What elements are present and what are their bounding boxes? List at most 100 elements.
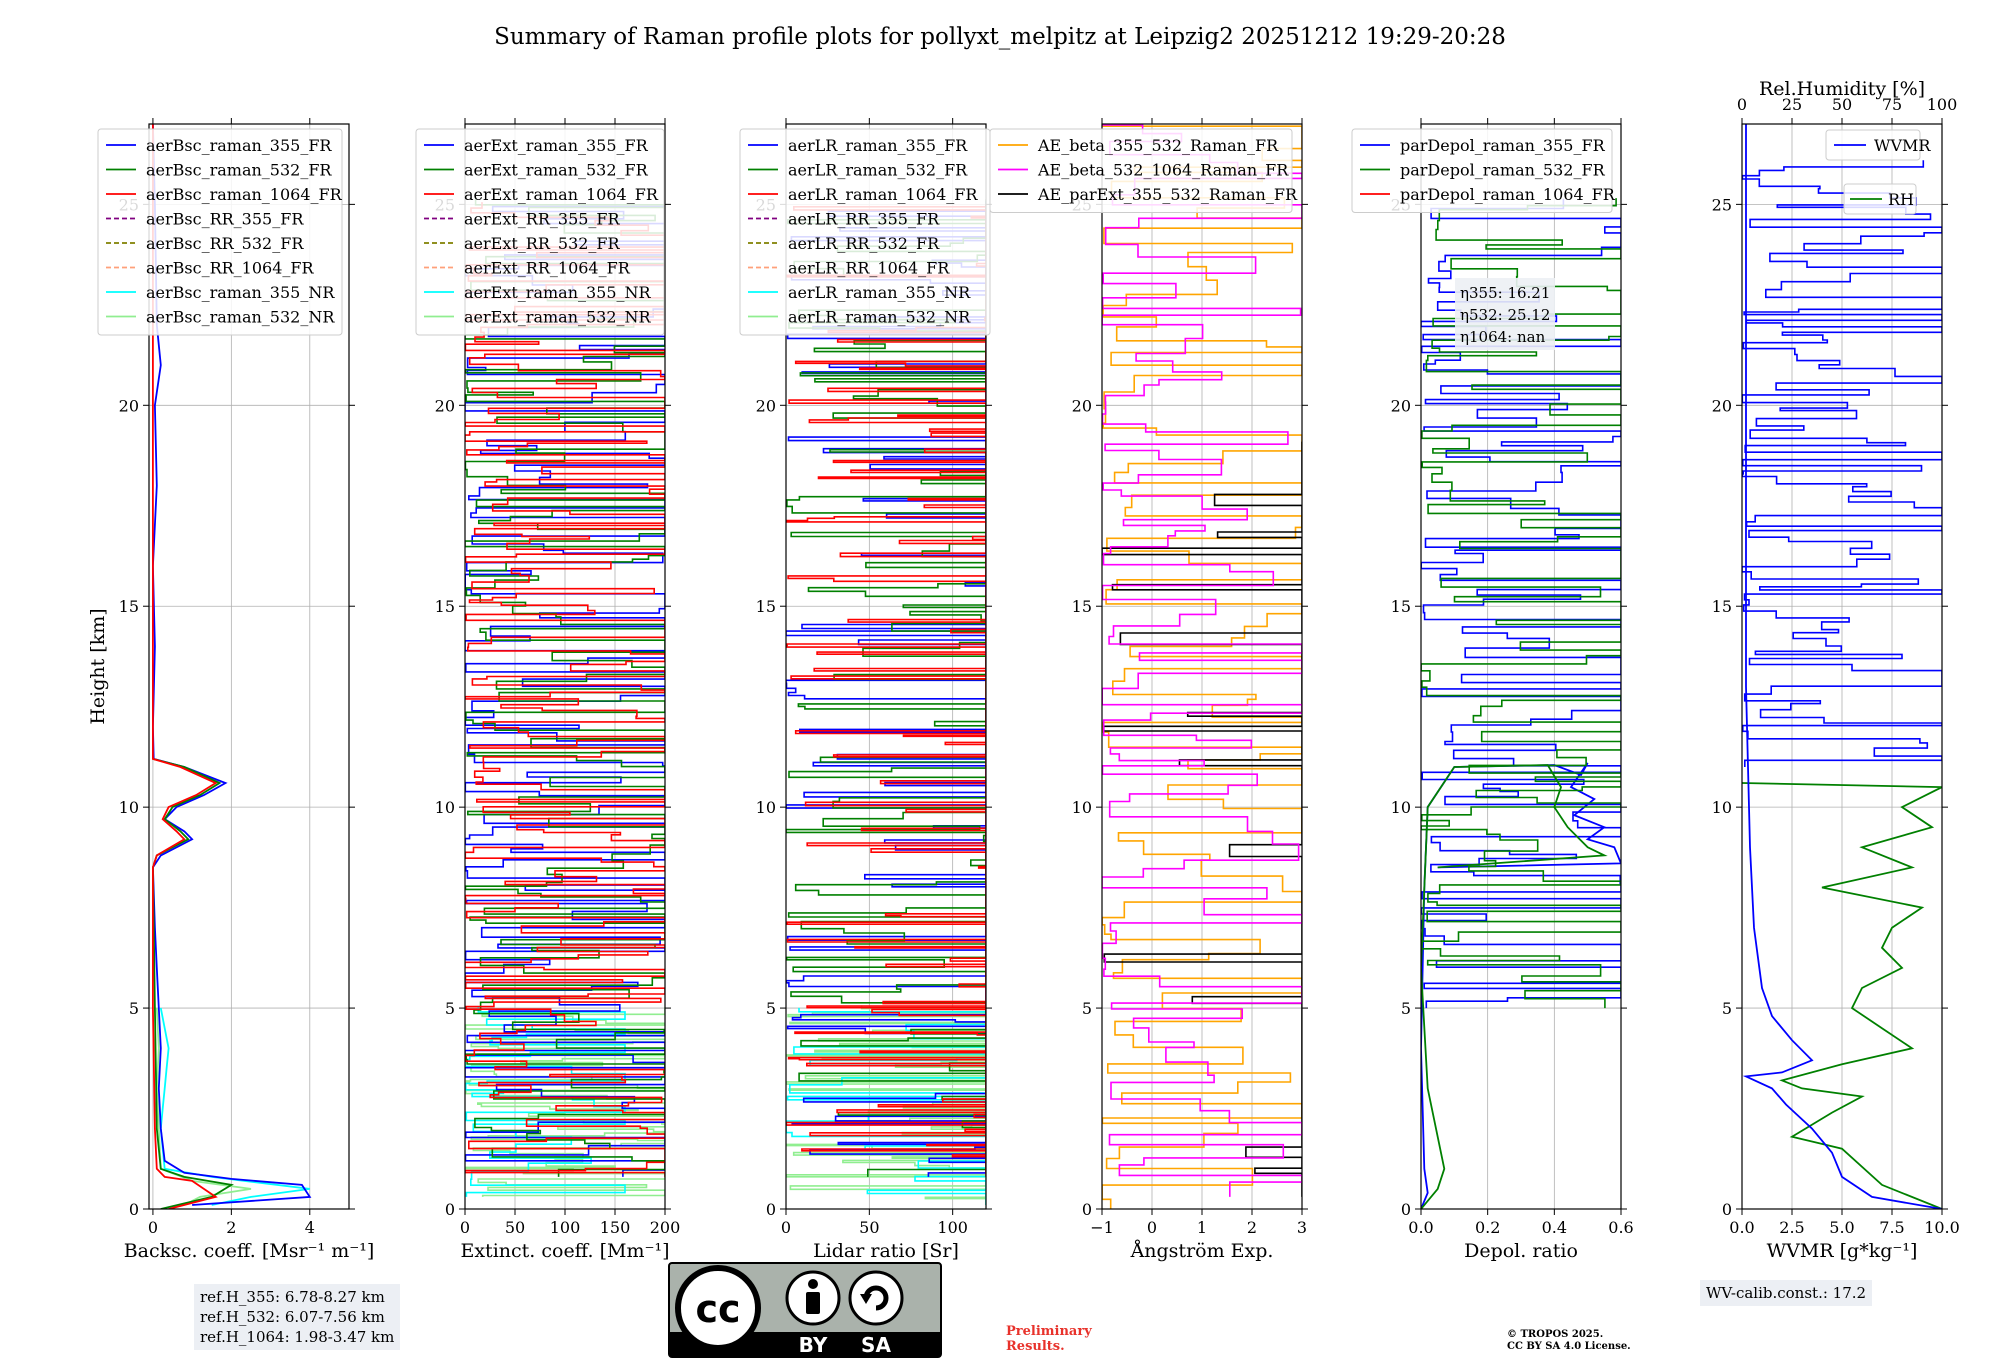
legend-label-2: AE_parExt_355_532_Raman_FR (1037, 185, 1298, 204)
series-group-dep (1421, 198, 1621, 1209)
legend-label-2: aerLR_raman_1064_FR (788, 185, 978, 204)
xlabel-lr: Lidar ratio [Sr] (813, 1240, 959, 1262)
ytick-label-4: 20 (435, 396, 455, 415)
ytick-label-2: 10 (1072, 798, 1092, 817)
ytick-label-4: 20 (756, 396, 776, 415)
xtick-label-0: 0.0 (1729, 1218, 1754, 1237)
legend-label-2: aerBsc_raman_1064_FR (146, 185, 343, 204)
legend-label-1: AE_beta_532_1064_Raman_FR (1037, 161, 1289, 180)
xtick-label-2: 100 (937, 1218, 968, 1237)
xtick-label-1: 0 (1147, 1218, 1157, 1237)
figure-title: Summary of Raman profile plots for polly… (494, 24, 1506, 50)
legend-label-0: aerLR_raman_355_FR (788, 136, 968, 155)
ytick-label-4: 20 (1712, 396, 1732, 415)
sa-label: SA (861, 1333, 891, 1357)
legend-label-7: aerExt_raman_532_NR (464, 308, 652, 327)
cc-text: cc (695, 1287, 740, 1331)
xtick-label-4: 10.0 (1924, 1218, 1960, 1237)
axes-frame-dep (1420, 123, 1622, 1210)
ytick-label-1: 5 (445, 999, 455, 1018)
legend-label-0: parDepol_raman_355_FR (1400, 136, 1606, 155)
legend-label-5: aerExt_RR_1064_FR (464, 259, 631, 278)
legend-label-4: aerLR_RR_532_FR (788, 234, 940, 253)
series-aerBsc_raman_532_FR (151, 758, 234, 1209)
series-WVMR-noise (1742, 160, 1942, 767)
ytick-label-3: 15 (1391, 597, 1411, 616)
ytick-label-4: 20 (119, 396, 139, 415)
ytick-label-2: 10 (1391, 798, 1411, 817)
ytick-label-2: 10 (756, 798, 776, 817)
legend-label-5: aerLR_RR_1064_FR (788, 259, 950, 278)
top-xlabel-wv: Rel.Humidity [%] (1759, 78, 1925, 100)
panel-bsc: 0240510152025Backsc. coeff. [Msr⁻¹ m⁻¹]H… (87, 118, 374, 1262)
series-parDepol_raman_532_FR (1421, 764, 1608, 1209)
xtick-label-1: 0.2 (1475, 1218, 1500, 1237)
xtick-label-0: 0.0 (1408, 1218, 1433, 1237)
legend-label-1: aerBsc_raman_532_FR (146, 161, 332, 180)
legend-label-0: aerBsc_raman_355_FR (146, 136, 332, 155)
legend-ae: AE_beta_355_532_Raman_FR AE_beta_532_1064… (989, 128, 1298, 213)
legend-bsc: aerBsc_raman_355_FR aerBsc_raman_532_FRae… (97, 128, 343, 336)
series-parDepol_raman_355_FR-noise (1421, 198, 1621, 1009)
xtick-label-3: 150 (600, 1218, 631, 1237)
legend-label-1: aerLR_raman_532_FR (788, 161, 968, 180)
series-aerExt_raman_355_NR-noise (465, 1007, 626, 1197)
legend-label-1: aerExt_raman_532_FR (464, 161, 649, 180)
series-RH (1742, 782, 1942, 1209)
series-AE_beta_532_1064_Raman_FR-noise (1102, 124, 1302, 1197)
xtick-label-4: 3 (1297, 1218, 1307, 1237)
legend-label-7: aerLR_raman_532_NR (788, 308, 971, 327)
copyright-note: © TROPOS 2025. CC BY SA 4.0 License. (1507, 1329, 1631, 1353)
xtick-label-0: 0 (781, 1218, 791, 1237)
eta-line-0: η355: 16.21 (1460, 284, 1550, 302)
ytick-label-3: 15 (435, 597, 455, 616)
ytick-label-1: 5 (129, 999, 139, 1018)
legend-label-6: aerExt_raman_355_NR (464, 283, 652, 302)
axes-frame-lr (785, 123, 987, 1210)
xtick-label-2: 5.0 (1829, 1218, 1854, 1237)
series-aerLR_raman_355_FR-noise (786, 201, 986, 1177)
legend-label-2: parDepol_raman_1064_FR (1400, 185, 1616, 204)
legend-label-3: aerBsc_RR_355_FR (146, 210, 304, 229)
cc-by-sa-logo: cc BY SA (668, 1262, 942, 1358)
ref-height-1064: ref.H_1064: 1.98-3.47 km (200, 1328, 395, 1346)
ref-height-532: ref.H_532: 6.07-7.56 km (200, 1308, 385, 1326)
ytick-label-3: 15 (119, 597, 139, 616)
reference-height-box: ref.H_355: 6.78-8.27 km ref.H_532: 6.07-… (194, 1284, 401, 1350)
legend-label-1: RH (1888, 190, 1914, 209)
ytick-label-1: 5 (766, 999, 776, 1018)
legend-dep: parDepol_raman_355_FR parDepol_raman_532_… (1351, 128, 1616, 213)
panels: 0240510152025Backsc. coeff. [Msr⁻¹ m⁻¹]H… (87, 78, 1960, 1262)
xlabel-ext: Extinct. coeff. [Mm⁻¹] (460, 1240, 669, 1262)
wv-calib-text: WV-calib.const.: 17.2 (1706, 1284, 1867, 1302)
copyright-line-2: CC BY SA 4.0 License. (1507, 1341, 1631, 1352)
xtick-label-2: 1 (1197, 1218, 1207, 1237)
panel-lr: 0501000510152025Lidar ratio [Sr]aerLR_ra… (739, 118, 992, 1262)
top-xtick-label-0: 0 (1737, 95, 1747, 114)
legend-label-7: aerBsc_raman_532_NR (146, 308, 335, 327)
eta-line-2: η1064: nan (1460, 328, 1546, 346)
top-xtick-label-4: 100 (1927, 95, 1958, 114)
legend-ext: aerExt_raman_355_FR aerExt_raman_532_FRae… (415, 128, 665, 336)
legend-label-4: aerExt_RR_532_FR (464, 234, 621, 253)
ytick-label-5: 25 (1712, 195, 1732, 214)
series-group-ae (1102, 124, 1302, 1209)
ytick-label-2: 10 (119, 798, 139, 817)
series-aerBsc_raman_1064_FR (152, 124, 218, 1209)
panel-ae: −101230510152025Ångström Exp.AE_beta_355… (989, 118, 1308, 1262)
series-aerLR_raman_1064_FR-noise (786, 204, 986, 1177)
series-aerExt_raman_532_FR-noise (465, 197, 665, 1177)
xtick-label-1: 50 (859, 1218, 879, 1237)
ytick-label-4: 20 (1072, 396, 1092, 415)
panel-dep: 0.00.20.40.60510152025Depol. ratioparDep… (1351, 118, 1634, 1262)
xtick-label-1: 2 (226, 1218, 236, 1237)
xtick-label-0: 0 (148, 1218, 158, 1237)
series-group-lr (786, 199, 986, 1205)
xtick-label-2: 100 (550, 1218, 581, 1237)
ytick-label-1: 5 (1082, 999, 1092, 1018)
xtick-label-2: 0.4 (1542, 1218, 1567, 1237)
xlabel-dep: Depol. ratio (1464, 1240, 1578, 1262)
xlabel-bsc: Backsc. coeff. [Msr⁻¹ m⁻¹] (124, 1240, 375, 1262)
ytick-label-0: 0 (1401, 1200, 1411, 1219)
